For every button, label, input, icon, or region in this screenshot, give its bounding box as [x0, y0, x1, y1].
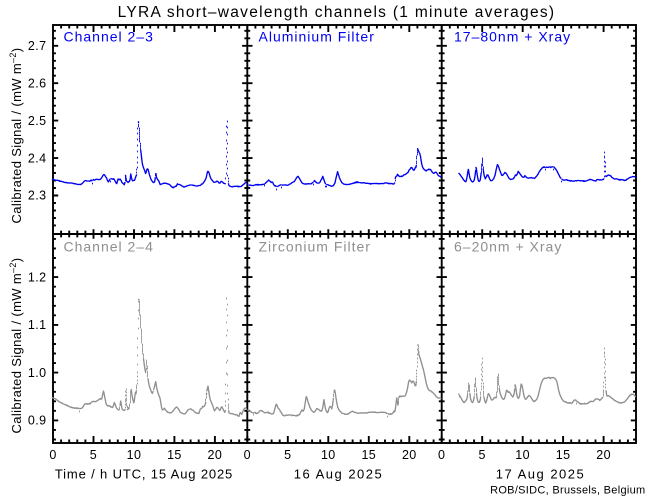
svg-text:17–80nm + Xray: 17–80nm + Xray — [454, 29, 571, 45]
svg-text:5: 5 — [90, 448, 97, 462]
svg-text:0: 0 — [244, 448, 251, 462]
svg-text:16 Aug 2025: 16 Aug 2025 — [294, 467, 384, 482]
svg-text:Calibrated Signal / (mW m–2): Calibrated Signal / (mW m–2) — [8, 48, 24, 224]
svg-text:20: 20 — [402, 448, 417, 462]
svg-text:Time / h UTC, 15 Aug 2025: Time / h UTC, 15 Aug 2025 — [55, 467, 233, 482]
svg-text:Aluminium Filter: Aluminium Filter — [259, 29, 375, 45]
svg-text:Channel 2–3: Channel 2–3 — [64, 29, 154, 45]
svg-text:2.7: 2.7 — [28, 39, 47, 53]
svg-text:Zirconium Filter: Zirconium Filter — [259, 239, 371, 255]
svg-text:Calibrated Signal / (mW m–2): Calibrated Signal / (mW m–2) — [8, 258, 24, 434]
svg-text:0: 0 — [438, 448, 445, 462]
svg-text:Channel 2–4: Channel 2–4 — [64, 239, 154, 255]
svg-text:1.1: 1.1 — [28, 318, 47, 332]
svg-text:ROB/SIDC, Brussels, Belgium: ROB/SIDC, Brussels, Belgium — [490, 485, 645, 497]
svg-text:10: 10 — [127, 448, 142, 462]
svg-text:LYRA short–wavelength channels: LYRA short–wavelength channels (1 minute… — [118, 4, 556, 21]
svg-text:6–20nm + Xray: 6–20nm + Xray — [454, 239, 562, 255]
svg-text:20: 20 — [596, 448, 611, 462]
svg-text:2.3: 2.3 — [28, 189, 47, 203]
svg-text:0.9: 0.9 — [28, 414, 47, 428]
svg-text:2.5: 2.5 — [28, 114, 47, 128]
svg-text:5: 5 — [284, 448, 291, 462]
svg-text:15: 15 — [361, 448, 376, 462]
svg-text:17 Aug 2025: 17 Aug 2025 — [496, 467, 586, 482]
svg-text:15: 15 — [556, 448, 571, 462]
svg-text:10: 10 — [321, 448, 336, 462]
svg-text:5: 5 — [478, 448, 485, 462]
svg-text:2.4: 2.4 — [28, 151, 47, 165]
svg-text:10: 10 — [515, 448, 530, 462]
svg-text:0: 0 — [49, 448, 56, 462]
svg-text:1.2: 1.2 — [28, 270, 47, 284]
svg-text:15: 15 — [167, 448, 182, 462]
svg-text:20: 20 — [208, 448, 223, 462]
svg-text:1.0: 1.0 — [28, 366, 47, 380]
svg-text:2.6: 2.6 — [28, 76, 47, 90]
